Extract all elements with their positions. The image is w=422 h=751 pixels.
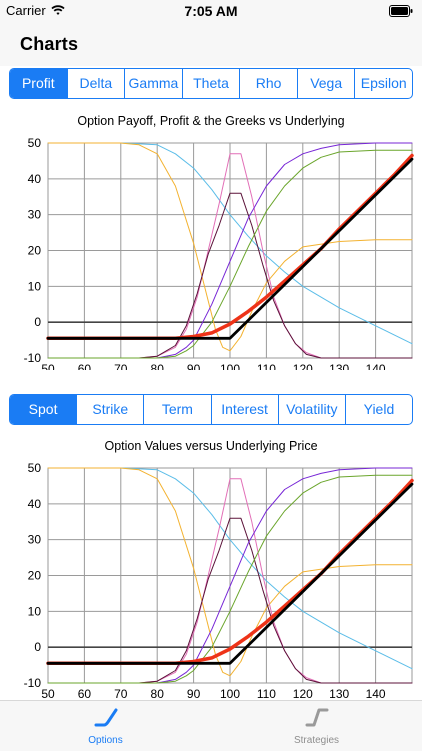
x-tick-label: 80 (151, 687, 165, 700)
tab-strategies-label: Strategies (293, 735, 340, 746)
y-tick-label: 50 (28, 461, 42, 475)
y-tick-label: 10 (28, 279, 42, 293)
segment-term[interactable]: Term (143, 395, 210, 424)
x-tick-label: 130 (329, 687, 349, 700)
tab-gamma[interactable]: Gamma (124, 69, 182, 98)
y-tick-label: 20 (28, 244, 42, 258)
wifi-icon (51, 5, 65, 15)
y-tick-label: 30 (28, 533, 42, 547)
series-line (47, 149, 413, 359)
series-line (47, 467, 413, 670)
x-tick-label: 130 (329, 362, 349, 370)
x-tick-label: 120 (293, 362, 313, 370)
segment-volatility[interactable]: Volatility (277, 395, 345, 424)
tab-epsilon[interactable]: Epsilon (354, 69, 412, 98)
series-line (46, 482, 414, 665)
x-tick-label: 50 (41, 362, 55, 370)
options-curve-icon (94, 708, 117, 727)
tab-theta[interactable]: Theta (181, 69, 240, 98)
x-tick-label: 90 (187, 687, 201, 700)
y-tick-label: -10 (24, 676, 42, 690)
x-tick-label: 60 (78, 362, 92, 370)
profit-greeks-chart: -10 0 10 20 30 40 50 50 60 70 80 90 100 110 120 130 140 (24, 136, 414, 370)
series-line (47, 467, 413, 684)
tab-options-label: Options (88, 735, 123, 746)
chart-title-profit: Option Payoff, Profit & the Greeks vs Un… (77, 114, 345, 128)
y-tick-label: 0 (34, 640, 41, 654)
y-tick-label: 20 (28, 569, 42, 583)
variable-segmented-control: Spot Strike Term Interest Volatility Yield (9, 394, 413, 425)
series-line (47, 517, 413, 684)
y-tick-label: 0 (34, 315, 41, 329)
carrier-label: Carrier (6, 3, 46, 18)
tab-options[interactable]: Options (0, 705, 211, 746)
tab-vega[interactable]: Vega (296, 69, 355, 98)
segment-yield[interactable]: Yield (344, 395, 412, 424)
x-tick-label: 70 (114, 687, 128, 700)
status-time: 7:05 AM (184, 3, 238, 19)
y-tick-label: -10 (24, 351, 42, 365)
series-line (47, 467, 413, 677)
tab-strategies[interactable]: Strategies (211, 705, 422, 746)
segment-spot[interactable]: Spot (10, 395, 77, 424)
series-line (47, 474, 413, 684)
tab-bar: Options Strategies (0, 700, 422, 751)
chart-title-values: Option Values versus Underlying Price (104, 439, 318, 453)
x-tick-label: 100 (220, 687, 240, 700)
y-tick-label: 40 (28, 172, 42, 186)
x-tick-label: 140 (366, 687, 386, 700)
x-tick-label: 140 (366, 362, 386, 370)
navigation-bar: Charts (0, 22, 422, 66)
series-line (46, 157, 414, 340)
series-line (47, 142, 413, 352)
y-tick-label: 50 (28, 136, 42, 150)
y-tick-label: 10 (28, 604, 42, 618)
y-tick-label: 40 (28, 497, 42, 511)
x-tick-label: 70 (114, 362, 128, 370)
series-line (47, 192, 413, 359)
option-values-chart: -10 0 10 20 30 40 50 50 60 70 80 90 100 110 120 130 140 (24, 461, 414, 700)
series-line (47, 142, 413, 345)
strategies-curve-icon (305, 708, 328, 727)
tab-profit[interactable]: Profit (10, 69, 67, 98)
x-tick-label: 50 (41, 687, 55, 700)
x-tick-label: 100 (220, 362, 240, 370)
x-tick-label: 60 (78, 687, 92, 700)
page-title: Charts (20, 34, 79, 54)
greek-segmented-control: Profit Delta Gamma Theta Rho Vega Epsilon (9, 68, 413, 99)
x-tick-label: 110 (257, 362, 276, 370)
battery-icon (389, 5, 413, 17)
status-bar: Carrier 7:05 AM (0, 0, 422, 22)
tab-rho[interactable]: Rho (239, 69, 297, 98)
x-tick-label: 90 (187, 362, 201, 370)
x-tick-label: 120 (293, 687, 313, 700)
x-tick-label: 110 (257, 687, 276, 700)
series-line (47, 142, 413, 359)
y-tick-label: 30 (28, 208, 42, 222)
segment-interest[interactable]: Interest (210, 395, 278, 424)
x-tick-label: 80 (151, 362, 165, 370)
segment-strike[interactable]: Strike (76, 395, 143, 424)
tab-delta[interactable]: Delta (66, 69, 125, 98)
